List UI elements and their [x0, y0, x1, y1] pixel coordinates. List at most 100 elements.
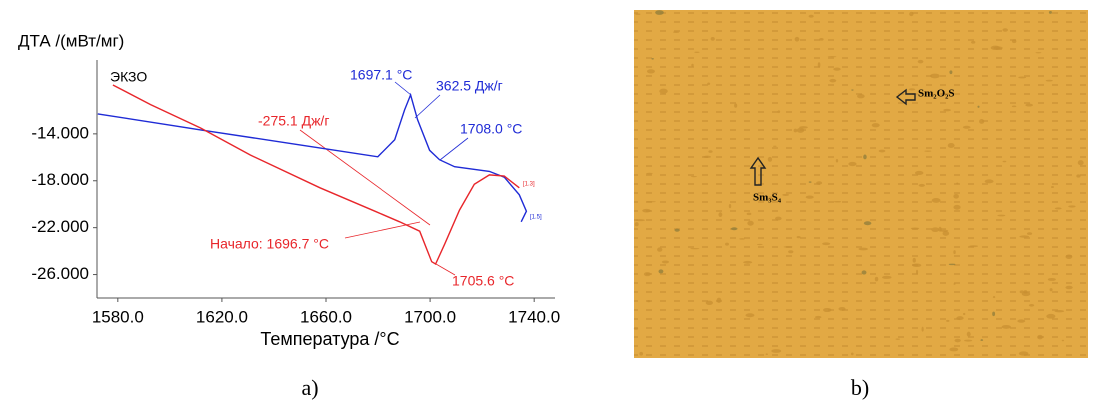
texture-spot: [651, 57, 654, 60]
texture-spot: [1011, 39, 1017, 44]
texture-spot: [912, 263, 922, 268]
texture-spot: [912, 257, 916, 263]
x-tick-label: 1580.0: [92, 307, 144, 326]
texture-spot: [953, 193, 959, 199]
texture-spot: [954, 338, 961, 343]
x-axis-label: Температура /°C: [260, 329, 399, 349]
texture-spot: [634, 222, 639, 227]
texture-spot: [782, 193, 790, 196]
texture-spot: [1065, 254, 1073, 259]
texture-spot: [895, 338, 900, 340]
annotation: [1.5]: [530, 215, 542, 221]
texture-spot: [948, 263, 956, 266]
annotation: 1697.1 °C: [350, 67, 412, 83]
texture-spot: [871, 123, 880, 128]
texture-spot: [643, 272, 651, 277]
annotation: ЭКЗО: [110, 69, 147, 85]
texture-spot: [1048, 11, 1052, 14]
texture-spot: [646, 69, 655, 74]
texture-spot: [1077, 160, 1084, 166]
texture-spot: [858, 247, 868, 251]
texture-spot: [993, 46, 1003, 50]
texture-spot: [921, 326, 924, 332]
texture-spot: [1046, 313, 1056, 319]
texture-spot: [1068, 205, 1076, 208]
texture-spot: [734, 103, 738, 108]
texture-spot: [848, 161, 857, 167]
texture-spot: [977, 105, 980, 108]
texture-spot: [690, 247, 700, 250]
texture-spot: [646, 201, 656, 203]
texture-spot: [745, 313, 755, 318]
texture-spot: [971, 40, 976, 44]
texture-spot: [833, 67, 841, 71]
texture-spot: [816, 181, 823, 185]
texture-spot: [1002, 160, 1007, 163]
texture-spot: [924, 150, 932, 152]
texture-spot: [833, 200, 842, 203]
annotation: Начало: 1696.7 °C: [210, 236, 329, 252]
texture-spot: [725, 242, 729, 246]
texture-spot: [823, 307, 832, 313]
y-axis-label: ДТА /(мВт/мг): [18, 31, 124, 50]
texture-spot: [639, 351, 644, 356]
texture-spot: [943, 108, 951, 112]
texture-spot: [851, 89, 854, 91]
texture-spot: [910, 227, 920, 230]
texture-spot: [647, 300, 651, 303]
texture-spot: [997, 214, 1006, 217]
texture-spot: [767, 156, 773, 162]
texture-spot: [730, 227, 738, 231]
texture-spot: [822, 242, 831, 246]
annotation: 362.5 Дж/г: [436, 78, 503, 94]
texture-spot: [878, 149, 886, 153]
texture-spot: [1023, 290, 1028, 294]
texture-spot: [1049, 288, 1053, 292]
texture-spot: [931, 197, 941, 203]
texture-spot: [661, 260, 670, 264]
texture-spot: [768, 196, 773, 201]
texture-spot: [850, 352, 854, 356]
y-tick-label: -22.000: [31, 217, 89, 236]
texture-spot: [633, 327, 639, 330]
texture-spot: [1076, 174, 1081, 178]
texture-spot: [728, 204, 732, 209]
texture-spot: [1018, 76, 1027, 79]
texture-spot: [962, 312, 966, 316]
texture-spot: [930, 73, 940, 79]
texture-spot: [775, 216, 782, 221]
arrow: [749, 156, 767, 186]
texture-spot: [980, 339, 984, 342]
texture-spot: [863, 154, 867, 160]
texture-spot: [1021, 291, 1031, 297]
texture-spot: [931, 227, 940, 233]
texture-spot: [783, 246, 793, 248]
texture-spot: [777, 110, 781, 114]
texture-spot: [1017, 319, 1026, 323]
annotation: [1.3]: [523, 182, 535, 188]
texture-spot: [953, 283, 956, 285]
texture-spot: [746, 212, 752, 216]
texture-spot: [1025, 103, 1033, 107]
texture-spot: [874, 276, 879, 282]
texture-spot: [703, 155, 712, 158]
texture-spot: [646, 172, 653, 175]
annotation: 1705.6 °C: [452, 273, 514, 289]
caption: a): [301, 375, 318, 400]
x-tick-label: 1620.0: [196, 307, 248, 326]
texture-spot: [1037, 334, 1043, 340]
texture-spot: [805, 195, 814, 199]
texture-spot: [718, 212, 723, 218]
x-tick-label: 1700.0: [404, 307, 456, 326]
texture-spot: [642, 208, 651, 213]
texture-spot: [963, 339, 973, 342]
texture-spot: [918, 183, 925, 187]
arrow: [895, 88, 916, 106]
texture-spot: [1011, 105, 1017, 108]
texture-spot: [938, 226, 942, 232]
y-tick-label: -14.000: [31, 123, 89, 142]
micrograph-image: [634, 10, 1088, 358]
texture-spot: [1035, 52, 1042, 54]
texture-spot: [956, 316, 964, 321]
texture-spot: [984, 179, 994, 184]
